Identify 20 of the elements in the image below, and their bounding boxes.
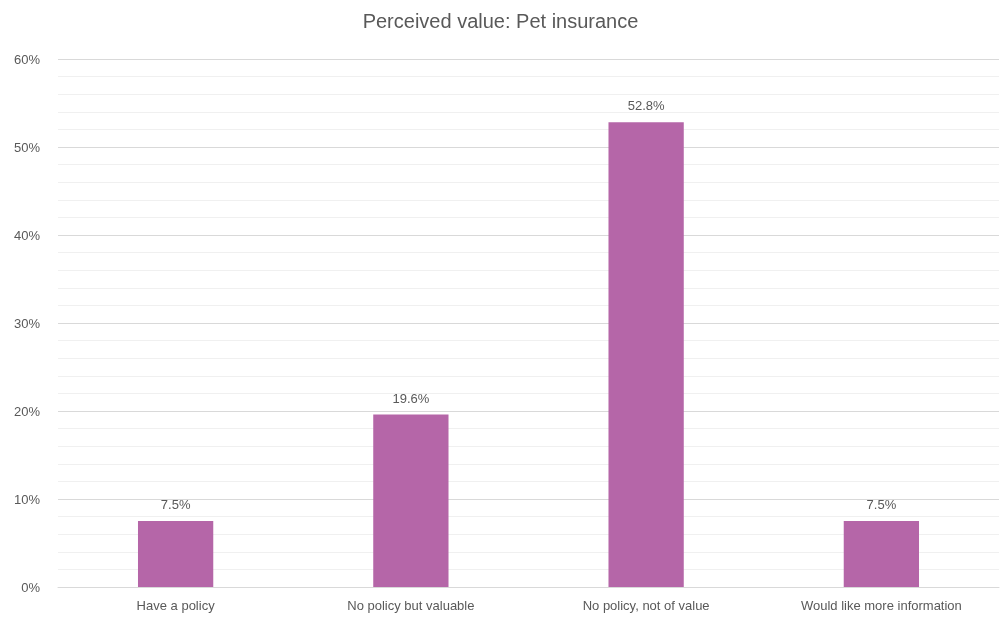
y-tick-label: 40% <box>13 227 41 243</box>
bar <box>608 122 684 587</box>
x-tick-label: No policy but valuable <box>347 598 475 613</box>
y-tick-label: 10% <box>13 491 41 507</box>
bar <box>137 521 214 587</box>
bar <box>373 414 449 587</box>
bar <box>843 521 920 587</box>
data-label: 52.8% <box>627 98 665 114</box>
data-label: 7.5% <box>160 497 191 512</box>
y-tick-label: 60% <box>13 51 41 67</box>
data-label: 7.5% <box>866 497 897 512</box>
y-tick-label: 30% <box>13 315 41 331</box>
x-tick-label: Would like more information <box>800 598 962 613</box>
y-tick-label: 0% <box>21 579 41 595</box>
data-label: 19.6% <box>392 390 430 406</box>
chart-title: Perceived value: Pet insurance <box>362 10 639 32</box>
x-tick-label: No policy, not of value <box>582 598 710 613</box>
x-tick-label: Have a policy <box>136 598 216 613</box>
y-tick-label: 50% <box>13 139 41 155</box>
y-tick-label: 20% <box>13 403 41 419</box>
